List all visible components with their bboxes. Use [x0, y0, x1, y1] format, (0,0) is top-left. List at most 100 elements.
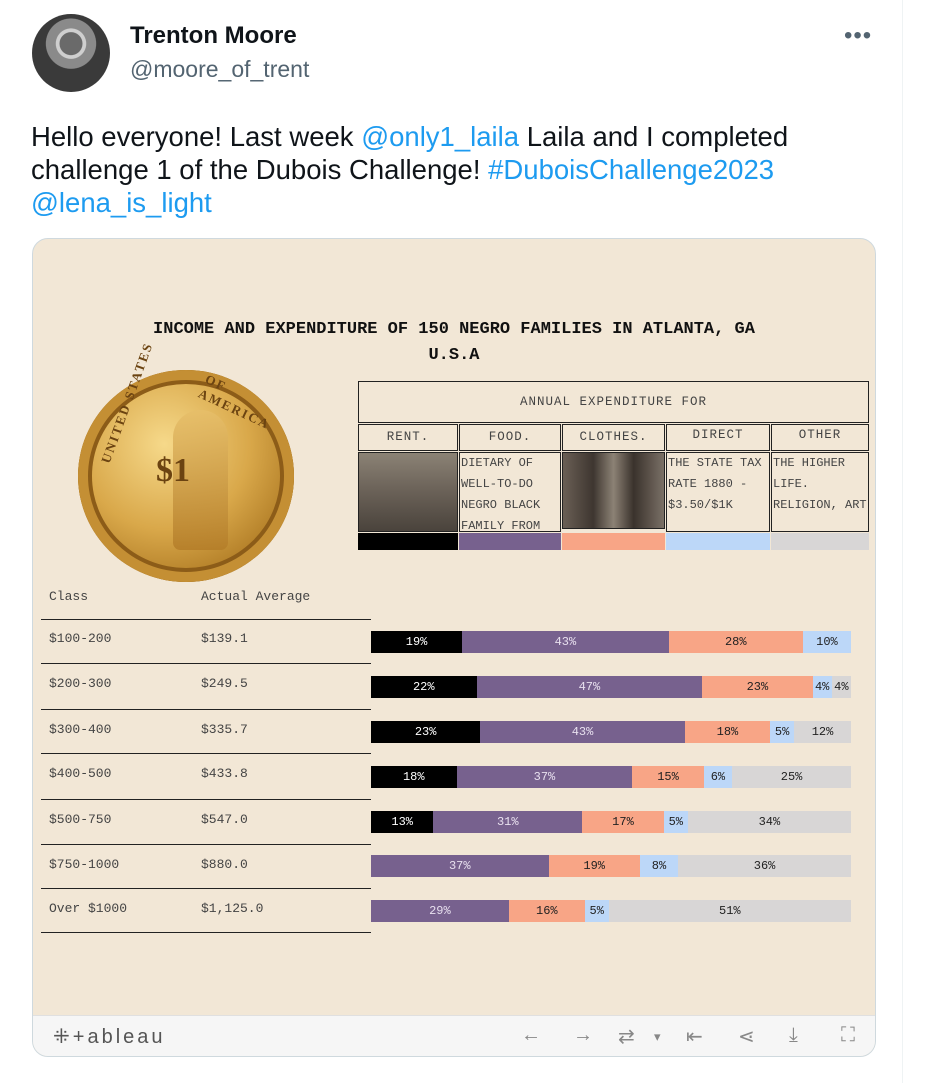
- tableau-logo[interactable]: ⁜+ableau: [53, 1024, 166, 1049]
- bar-segment[interactable]: 37%: [371, 855, 549, 877]
- data-label: 22%: [412, 680, 435, 694]
- bar-segment[interactable]: 43%: [480, 721, 685, 743]
- swatch-food: [459, 533, 561, 550]
- mention-link[interactable]: @only1_laila: [361, 121, 520, 152]
- data-label: 12%: [811, 725, 834, 739]
- bar-segment[interactable]: 13%: [371, 811, 434, 833]
- data-label: 34%: [758, 815, 781, 829]
- data-label: 31%: [496, 815, 519, 829]
- hashtag-link[interactable]: #DuboisChallenge2023: [488, 154, 775, 185]
- bar-segment[interactable]: 6%: [703, 766, 733, 788]
- bar-segment[interactable]: 19%: [548, 855, 640, 877]
- bar-row[interactable]: 22% 47% 23% 4% 4%: [371, 676, 851, 698]
- dollar-coin-image: OF AMERICA UNITED STATES $1: [78, 340, 294, 582]
- row-average-label: $547.0: [201, 812, 248, 827]
- data-label: 4%: [834, 680, 849, 694]
- bar-row[interactable]: 13% 31% 17% 5% 34%: [371, 811, 851, 833]
- data-label: 16%: [536, 904, 558, 918]
- bar-segment[interactable]: 28%: [668, 631, 803, 653]
- bar-segment[interactable]: 4%: [831, 676, 851, 698]
- bar-segment[interactable]: 25%: [732, 766, 851, 788]
- download-icon[interactable]: ⤓: [789, 1024, 798, 1046]
- redo-icon[interactable]: →: [573, 1024, 593, 1046]
- bar-row[interactable]: 29% 16% 5% 51%: [371, 900, 851, 922]
- share-icon[interactable]: ⋖: [738, 1026, 755, 1048]
- row-class-label: $400-500: [49, 766, 112, 781]
- tableau-toolbar: ⁜+ableau ← → ⇄ ▾ ⇤ ⋖ ⤓ ⛶: [33, 1015, 875, 1056]
- bar-segment[interactable]: 16%: [508, 900, 585, 922]
- fullscreen-icon[interactable]: ⛶: [841, 1024, 855, 1046]
- bar-segment[interactable]: 51%: [608, 900, 851, 922]
- bar-row[interactable]: 19% 43% 28% 10%: [371, 631, 851, 653]
- data-label: 13%: [391, 815, 413, 829]
- bar-row[interactable]: 37% 19% 8% 36%: [371, 855, 851, 877]
- bar-segment[interactable]: 18%: [684, 721, 771, 743]
- rent-houses-photo: [358, 452, 458, 532]
- bar-segment[interactable]: 23%: [371, 721, 481, 743]
- chevron-down-icon[interactable]: ▾: [654, 1029, 661, 1044]
- category-label-food: FOOD.: [459, 424, 561, 451]
- bar-row[interactable]: 23% 43% 18% 5% 12%: [371, 721, 852, 743]
- row-average-label: $880.0: [201, 857, 248, 872]
- data-label: 37%: [533, 770, 556, 784]
- viz-title-line: U.S.A: [428, 346, 480, 365]
- reset-icon[interactable]: ⇤: [686, 1026, 703, 1048]
- data-label: 18%: [402, 770, 425, 784]
- bar-segment[interactable]: 29%: [371, 900, 509, 922]
- row-average-label: $1,125.0: [201, 901, 264, 916]
- bar-segment[interactable]: 15%: [632, 766, 704, 788]
- more-options-icon[interactable]: •••: [844, 22, 873, 49]
- category-label-other: OTHER: [771, 424, 869, 451]
- bar-segment[interactable]: 12%: [793, 721, 852, 743]
- bar-segment[interactable]: 43%: [462, 631, 669, 653]
- direct-description: THE STATE TAX RATE 1880 - $3.50/$1K: [666, 452, 770, 532]
- swatch-other: [771, 533, 869, 550]
- table-row-divider: [41, 888, 371, 889]
- row-class-label: $500-750: [49, 812, 112, 827]
- tableau-logo-mark: ⁜: [53, 1026, 73, 1048]
- author-handle[interactable]: @moore_of_trent: [130, 56, 310, 82]
- data-label: 19%: [583, 859, 605, 873]
- viz-title-line: INCOME AND EXPENDITURE OF 150 NEGRO FAMI…: [153, 320, 755, 339]
- bar-row[interactable]: 18% 37% 15% 6% 25%: [371, 766, 851, 788]
- bar-segment[interactable]: 22%: [371, 676, 477, 698]
- bar-segment[interactable]: 8%: [639, 855, 679, 877]
- bar-segment[interactable]: 47%: [476, 676, 703, 698]
- bar-segment[interactable]: 10%: [802, 631, 851, 653]
- swatch-clothes: [562, 533, 665, 550]
- category-label-direct: DIRECT: [666, 424, 770, 451]
- column-header-class: Class: [49, 589, 89, 604]
- bar-segment[interactable]: 34%: [687, 811, 851, 833]
- bar-segment[interactable]: 19%: [371, 631, 463, 653]
- category-label-rent: RENT.: [358, 424, 458, 451]
- bar-segment[interactable]: 5%: [584, 900, 609, 922]
- row-class-label: Over $1000: [49, 901, 128, 916]
- bar-segment[interactable]: 17%: [582, 811, 664, 833]
- data-label: 15%: [657, 770, 679, 784]
- author-name[interactable]: Trenton Moore: [130, 22, 297, 49]
- data-label: 5%: [589, 904, 604, 918]
- avatar[interactable]: [32, 14, 110, 92]
- bar-segment[interactable]: 31%: [433, 811, 583, 833]
- row-average-label: $335.7: [201, 722, 248, 737]
- table-row-divider: [41, 709, 371, 710]
- mention-link[interactable]: @lena_is_light: [31, 187, 212, 218]
- revert-icon[interactable]: ⇄: [618, 1026, 635, 1048]
- table-row-divider: [41, 753, 371, 754]
- bar-segment[interactable]: 36%: [678, 855, 851, 877]
- bar-segment[interactable]: 18%: [371, 766, 457, 788]
- data-label: 47%: [578, 680, 601, 694]
- table-row-divider: [41, 932, 371, 933]
- bar-segment[interactable]: 5%: [663, 811, 688, 833]
- bar-segment[interactable]: 5%: [770, 721, 794, 743]
- bar-segment[interactable]: 37%: [456, 766, 633, 788]
- row-class-label: $750-1000: [49, 857, 120, 872]
- bar-segment[interactable]: 4%: [812, 676, 832, 698]
- table-row-divider: [41, 663, 371, 664]
- row-average-label: $249.5: [201, 676, 248, 691]
- tweet-text-part: Laila and I completed challenge 1 of the…: [31, 121, 789, 185]
- tableau-embed[interactable]: INCOME AND EXPENDITURE OF 150 NEGRO FAMI…: [32, 238, 876, 1057]
- bar-segment[interactable]: 23%: [702, 676, 813, 698]
- data-label: 25%: [780, 770, 803, 784]
- undo-icon[interactable]: ←: [521, 1024, 541, 1046]
